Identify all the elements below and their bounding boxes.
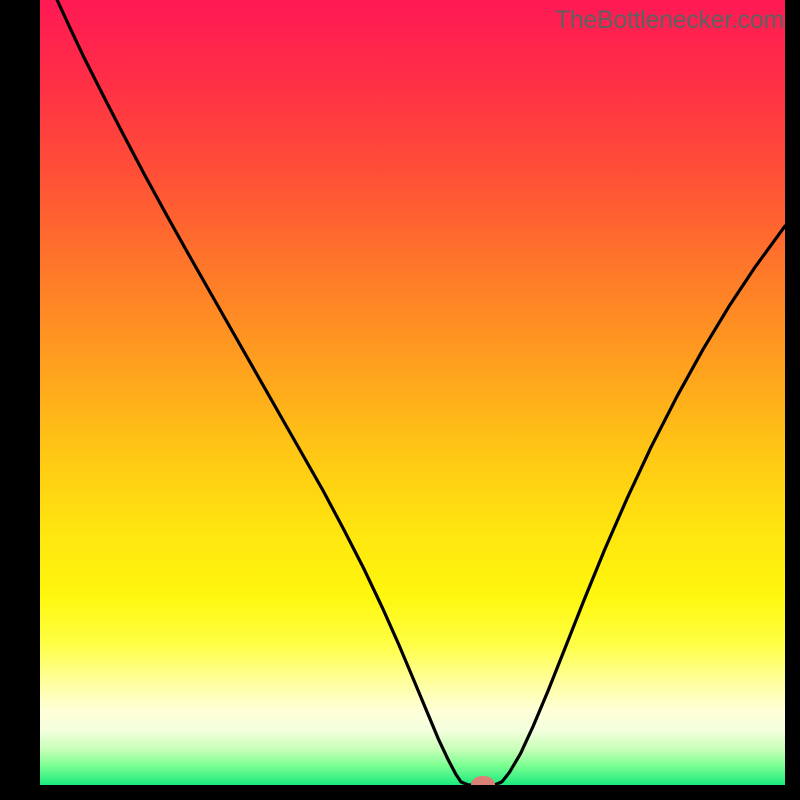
frame-left (0, 0, 40, 800)
watermark-text: TheBottlenecker.com (555, 6, 784, 35)
plot-area (40, 0, 785, 785)
frame-right (785, 0, 800, 800)
gradient-background (40, 0, 785, 785)
frame-bottom (0, 785, 800, 800)
plot-svg (40, 0, 785, 785)
chart-stage: TheBottlenecker.com (0, 0, 800, 800)
